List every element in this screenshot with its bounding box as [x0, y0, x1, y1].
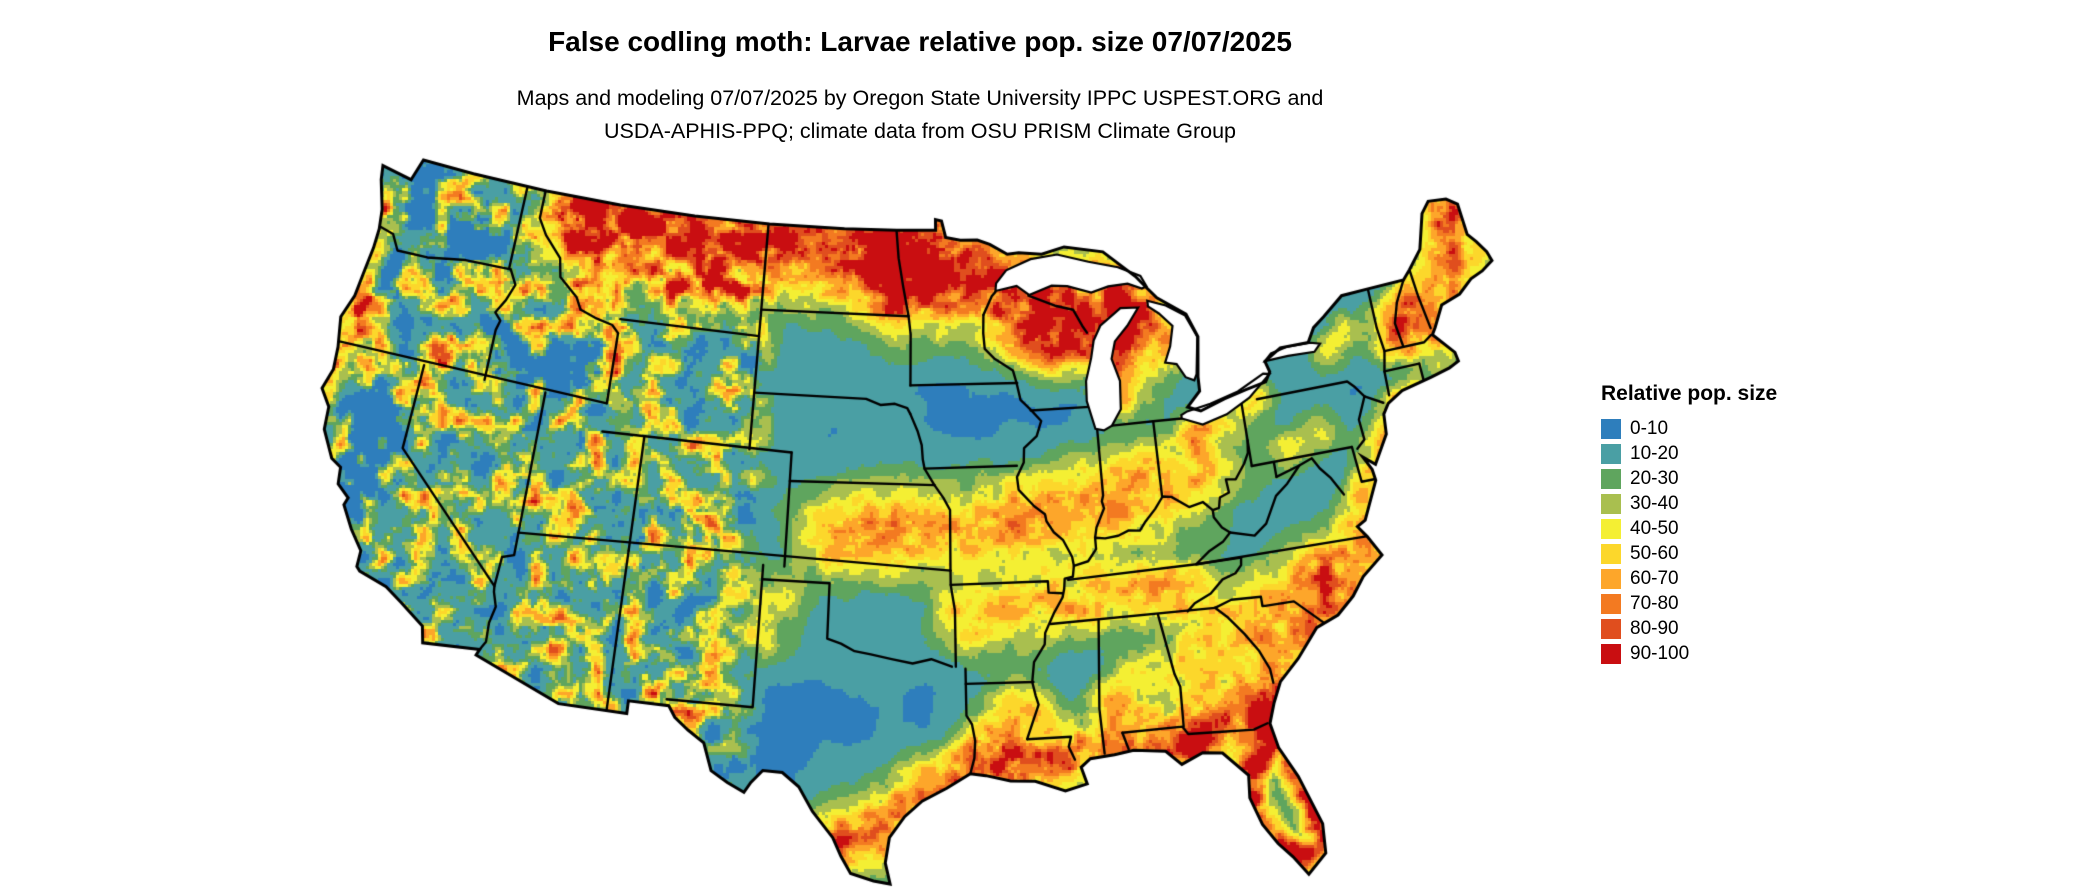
legend-item-label: 30-40	[1630, 492, 1679, 514]
legend-item: 0-10	[1601, 416, 1777, 441]
legend-item: 90-100	[1601, 641, 1777, 666]
legend-item: 30-40	[1601, 491, 1777, 516]
legend-title: Relative pop. size	[1601, 382, 1778, 405]
legend-item: 80-90	[1601, 616, 1777, 641]
page-subtitle-line-2: USDA-APHIS-PPQ; climate data from OSU PR…	[603, 119, 1237, 143]
legend-swatch	[1601, 468, 1621, 489]
legend-item-label: 90-100	[1630, 642, 1690, 664]
legend-swatch	[1601, 568, 1621, 589]
legend-swatch	[1601, 418, 1621, 439]
legend-item-label: 70-80	[1630, 592, 1679, 614]
page-subtitle-line-1: Maps and modeling 07/07/2025 by Oregon S…	[516, 86, 1324, 110]
legend-item-label: 20-30	[1630, 467, 1679, 489]
legend-item: 20-30	[1601, 466, 1777, 491]
legend-item: 60-70	[1601, 566, 1777, 591]
legend-swatch	[1601, 518, 1621, 539]
legend-swatch	[1601, 543, 1621, 564]
us-map-canvas	[267, 152, 1547, 892]
legend: Relative pop. size 0-10 10-20 20-30 30-40 40…	[1601, 382, 1777, 666]
page-title: False codling moth: Larvae relative pop.…	[548, 26, 1292, 57]
legend-swatch	[1601, 618, 1621, 639]
header: False codling moth: Larvae relative pop.…	[0, 26, 1840, 148]
legend-item: 10-20	[1601, 441, 1777, 466]
legend-item-label: 40-50	[1630, 517, 1679, 539]
legend-items: 0-10 10-20 20-30 30-40 40-50 50-60 60-70 70-80 8…	[1601, 416, 1777, 666]
legend-swatch	[1601, 593, 1621, 614]
legend-item-label: 80-90	[1630, 617, 1679, 639]
legend-item-label: 60-70	[1630, 567, 1679, 589]
legend-swatch	[1601, 643, 1621, 664]
legend-item: 40-50	[1601, 516, 1777, 541]
legend-item: 50-60	[1601, 541, 1777, 566]
legend-item-label: 10-20	[1630, 442, 1679, 464]
legend-item-label: 50-60	[1630, 542, 1679, 564]
legend-swatch	[1601, 493, 1621, 514]
legend-swatch	[1601, 443, 1621, 464]
legend-item: 70-80	[1601, 591, 1777, 616]
legend-item-label: 0-10	[1630, 417, 1669, 439]
